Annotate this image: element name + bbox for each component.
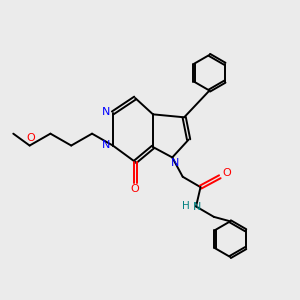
Text: O: O <box>131 184 140 194</box>
Text: N: N <box>194 202 202 212</box>
Text: N: N <box>102 140 110 150</box>
Text: H: H <box>182 202 190 212</box>
Text: O: O <box>27 133 35 143</box>
Text: O: O <box>222 168 231 178</box>
Text: N: N <box>102 107 110 117</box>
Text: N: N <box>170 158 179 168</box>
